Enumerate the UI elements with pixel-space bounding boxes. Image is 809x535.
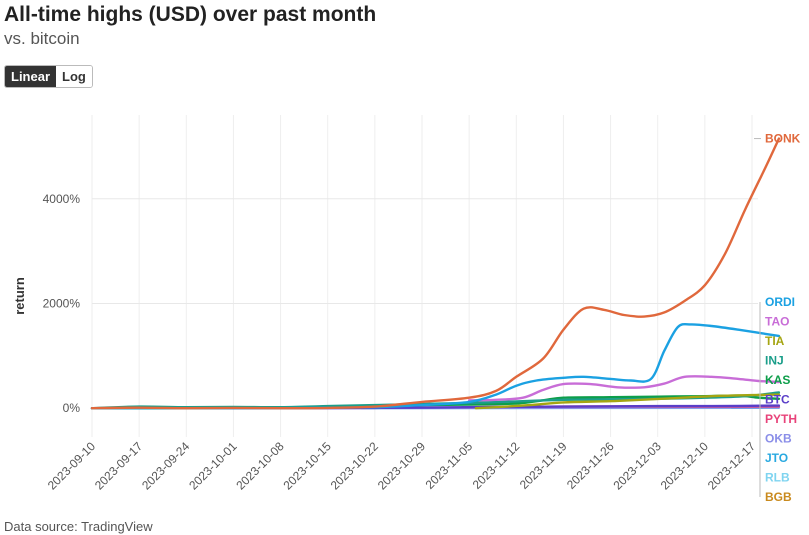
x-tick-label: 2023-12-03 — [611, 439, 665, 493]
x-tick-label: 2023-09-10 — [45, 439, 99, 493]
y-tick-label: 0% — [63, 401, 81, 415]
series-line-bonk — [90, 137, 781, 410]
series-label-tia: TIA — [765, 334, 785, 348]
series-label-ordi: ORDI — [765, 295, 795, 309]
series-label-rlb: RLB — [765, 471, 790, 485]
x-tick-label: 2023-12-10 — [658, 439, 712, 493]
x-tick-label: 2023-10-22 — [328, 439, 382, 493]
series-label-inj: INJ — [765, 354, 784, 368]
x-tick-label: 2023-11-26 — [564, 439, 617, 492]
data-source-note: Data source: TradingView — [4, 519, 153, 534]
y-tick-label: 2000% — [43, 296, 81, 310]
series-label-pyth: PYTH — [765, 412, 797, 426]
x-tick-label: 2023-11-12 — [470, 439, 523, 492]
chart-title: All-time highs (USD) over past month — [4, 3, 377, 26]
series-line-tia — [474, 393, 781, 410]
x-tick-label: 2023-09-24 — [139, 439, 193, 493]
scale-toggle: Linear Log — [4, 65, 93, 88]
x-tick-label: 2023-10-01 — [186, 439, 240, 493]
series-line-tao — [467, 375, 781, 402]
series-label-btc: BTC — [765, 393, 790, 407]
series-label-bgb: BGB — [765, 490, 792, 504]
series-label-kas: KAS — [765, 373, 790, 387]
x-tick-label: 2023-11-05 — [423, 439, 476, 492]
series-label-bonk: BONK — [765, 132, 801, 146]
x-tick-label: 2023-10-15 — [281, 439, 335, 493]
x-tick-label: 2023-10-08 — [233, 439, 287, 493]
x-tick-label: 2023-09-17 — [92, 439, 146, 493]
linear-button[interactable]: Linear — [5, 66, 57, 87]
series-label-tao: TAO — [765, 315, 789, 329]
series-label-jto: JTO — [765, 451, 788, 465]
x-tick-label: 2023-11-19 — [517, 439, 570, 492]
chart-subtitle: vs. bitcoin — [4, 29, 80, 48]
x-tick-label: 2023-12-17 — [705, 439, 759, 493]
x-tick-label: 2023-10-29 — [375, 439, 429, 493]
y-axis-title: return — [12, 277, 27, 315]
log-button[interactable]: Log — [56, 66, 92, 87]
series-label-okb: OKB — [765, 432, 792, 446]
y-tick-label: 4000% — [43, 192, 81, 206]
